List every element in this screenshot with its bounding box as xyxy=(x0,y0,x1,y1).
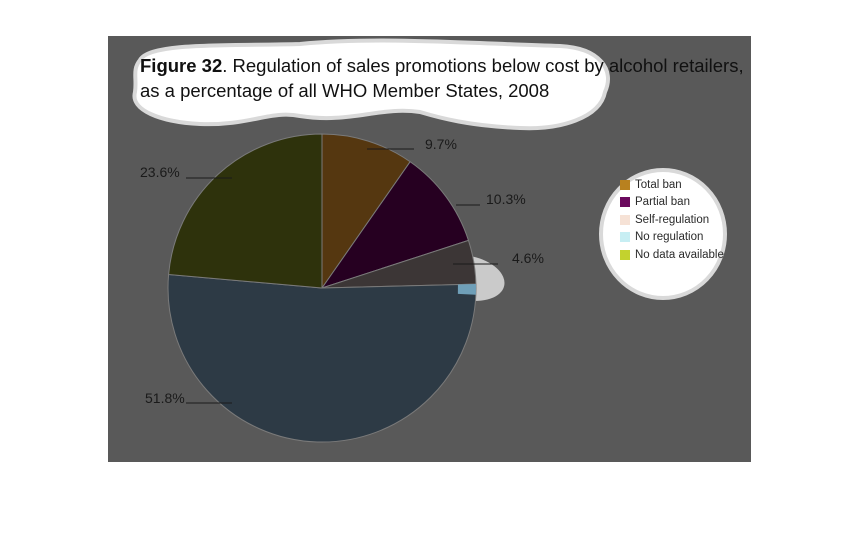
legend-item: No data available xyxy=(620,246,740,264)
pie-slice-no-data-available xyxy=(168,133,323,289)
figure-number: Figure 32 xyxy=(140,55,223,76)
legend-highlight xyxy=(599,168,727,300)
slice-label: 9.7% xyxy=(425,136,457,152)
legend: Total ban Partial ban Self-regulation No re… xyxy=(620,176,740,264)
title-text: . Regulation of sales promotions below c… xyxy=(140,55,744,101)
legend-label: Self-regulation xyxy=(635,213,710,226)
legend-label: No regulation xyxy=(635,231,704,244)
pie-slice-partial-ban xyxy=(320,161,470,289)
legend-item: Partial ban xyxy=(620,194,740,212)
slice-label: 51.8% xyxy=(145,390,185,406)
pie-slices xyxy=(167,133,477,443)
slice-label: 23.6% xyxy=(140,164,180,180)
legend-swatch xyxy=(620,232,630,243)
legend-item: Self-regulation xyxy=(620,211,740,229)
legend-swatch xyxy=(620,197,630,208)
legend-swatch xyxy=(620,179,630,190)
pie-slice-total-ban xyxy=(321,133,411,290)
slice-label: 10.3% xyxy=(486,191,526,207)
legend-label: Total ban xyxy=(635,178,682,191)
legend-label: Partial ban xyxy=(635,196,690,209)
chart-title: Figure 32. Regulation of sales promotion… xyxy=(140,53,760,103)
pie-slice-no-regulation xyxy=(167,273,477,443)
legend-label: No data available xyxy=(635,248,724,261)
legend-swatch xyxy=(620,249,630,260)
legend-item: Total ban xyxy=(620,176,740,194)
legend-swatch xyxy=(620,214,630,225)
legend-item: No regulation xyxy=(620,229,740,247)
title-highlight xyxy=(132,38,610,131)
slice-labels: 9.7% 10.3% 4.6% 51.8% 23.6% xyxy=(140,136,544,406)
slice-label: 4.6% xyxy=(512,250,544,266)
slice-edge-accent xyxy=(457,283,477,295)
